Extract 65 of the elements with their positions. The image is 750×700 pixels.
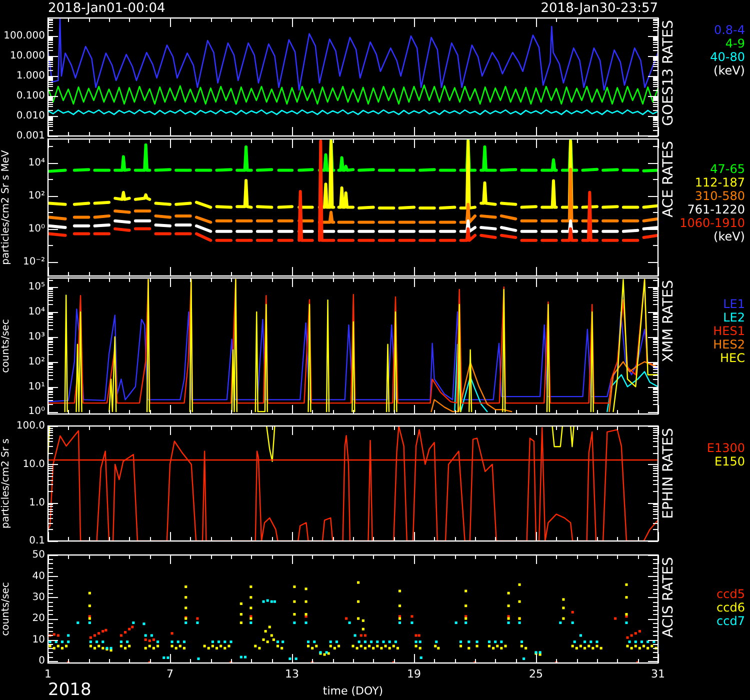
y-tick-label: 0.100 [16, 90, 45, 102]
y-tick-label: 100.000 [4, 30, 45, 42]
text: 112-187 [694, 176, 745, 190]
y-tick-label: 10.000 [10, 50, 45, 62]
text: 2018-Jan01-00:04 [48, 0, 166, 16]
y-tick-label: 0.010 [16, 110, 45, 122]
y-axis-title: counts/sec [0, 319, 12, 373]
text: ccd5 [716, 587, 745, 602]
text: 2018-Jan30-23:57 [540, 0, 658, 16]
text: HEC [720, 351, 745, 366]
y-tick-label: 30 [32, 592, 45, 603]
text: E1300 [706, 441, 745, 456]
y-tick-label: 10³ [28, 331, 45, 342]
text: 310-580 [694, 189, 745, 204]
text: 0.8-4 [714, 23, 745, 38]
text: EPHIN RATES [660, 428, 677, 519]
text: XMM RATES [660, 280, 677, 362]
y-tick-label: 10⁴ [28, 157, 45, 168]
y-tick-label: 100.0 [16, 420, 45, 432]
y-tick-label: 10¹ [28, 381, 45, 392]
y-tick-label: 10² [28, 190, 45, 202]
y-tick-label: 0.1 [29, 536, 45, 547]
legend-title: (keV) [714, 64, 745, 78]
text: E150 [714, 454, 745, 469]
y-tick-label: 10 [32, 634, 45, 646]
y-tick-label: 20 [32, 613, 45, 624]
y-tick-label: 50 [32, 550, 45, 561]
y-tick-label: 1.000 [16, 70, 45, 82]
text: GOES13 RATES [660, 20, 677, 126]
y-tick-label: 10⁵ [28, 282, 45, 293]
x-tick-label: 7 [166, 667, 174, 680]
text: ACIS RATES [660, 556, 677, 638]
text: LE1 [723, 297, 745, 312]
y-tick-label: 0 [38, 655, 45, 666]
y-tick-label: 1.0 [29, 497, 45, 508]
y-tick-label: 10⁻² [22, 256, 45, 268]
text: ccd7 [716, 614, 745, 628]
text: 40-80 [710, 50, 745, 64]
x-tick-label: 31 [651, 667, 665, 680]
y-axis-title: particles/cm2 Sr s MeV [0, 150, 12, 265]
x-tick-label: 1 [44, 667, 52, 680]
y-axis-title: counts/sec [0, 582, 12, 636]
x-axis-title: time (DOY) [322, 684, 384, 698]
text: 761-1220 [687, 202, 745, 217]
text: ccd6 [716, 600, 745, 615]
y-axis-title: particles/cm2 Sr s [0, 438, 12, 528]
text: 2018 [48, 680, 92, 700]
y-tick-label: 10⁰ [28, 406, 45, 418]
y-tick-label: 10⁰ [28, 223, 45, 234]
series-label: 1060-1910 [680, 216, 745, 230]
text: LE2 [723, 310, 745, 325]
y-tick-label: 0.001 [16, 130, 45, 142]
legend-title: (keV) [714, 230, 745, 244]
text: HES2 [713, 338, 745, 352]
x-tick-label: 13 [285, 667, 299, 680]
y-tick-label: 10.0 [22, 458, 45, 470]
text: 4-9 [725, 36, 745, 51]
x-tick-label: 19 [407, 667, 421, 680]
x-tick-label: 25 [529, 667, 543, 680]
text: ACE RATES [660, 140, 677, 218]
text: HES1 [713, 324, 745, 338]
y-tick-label: 40 [32, 570, 45, 582]
y-tick-label: 10² [28, 356, 45, 368]
y-tick-label: 10⁴ [28, 306, 45, 318]
text: 47-65 [710, 162, 745, 176]
